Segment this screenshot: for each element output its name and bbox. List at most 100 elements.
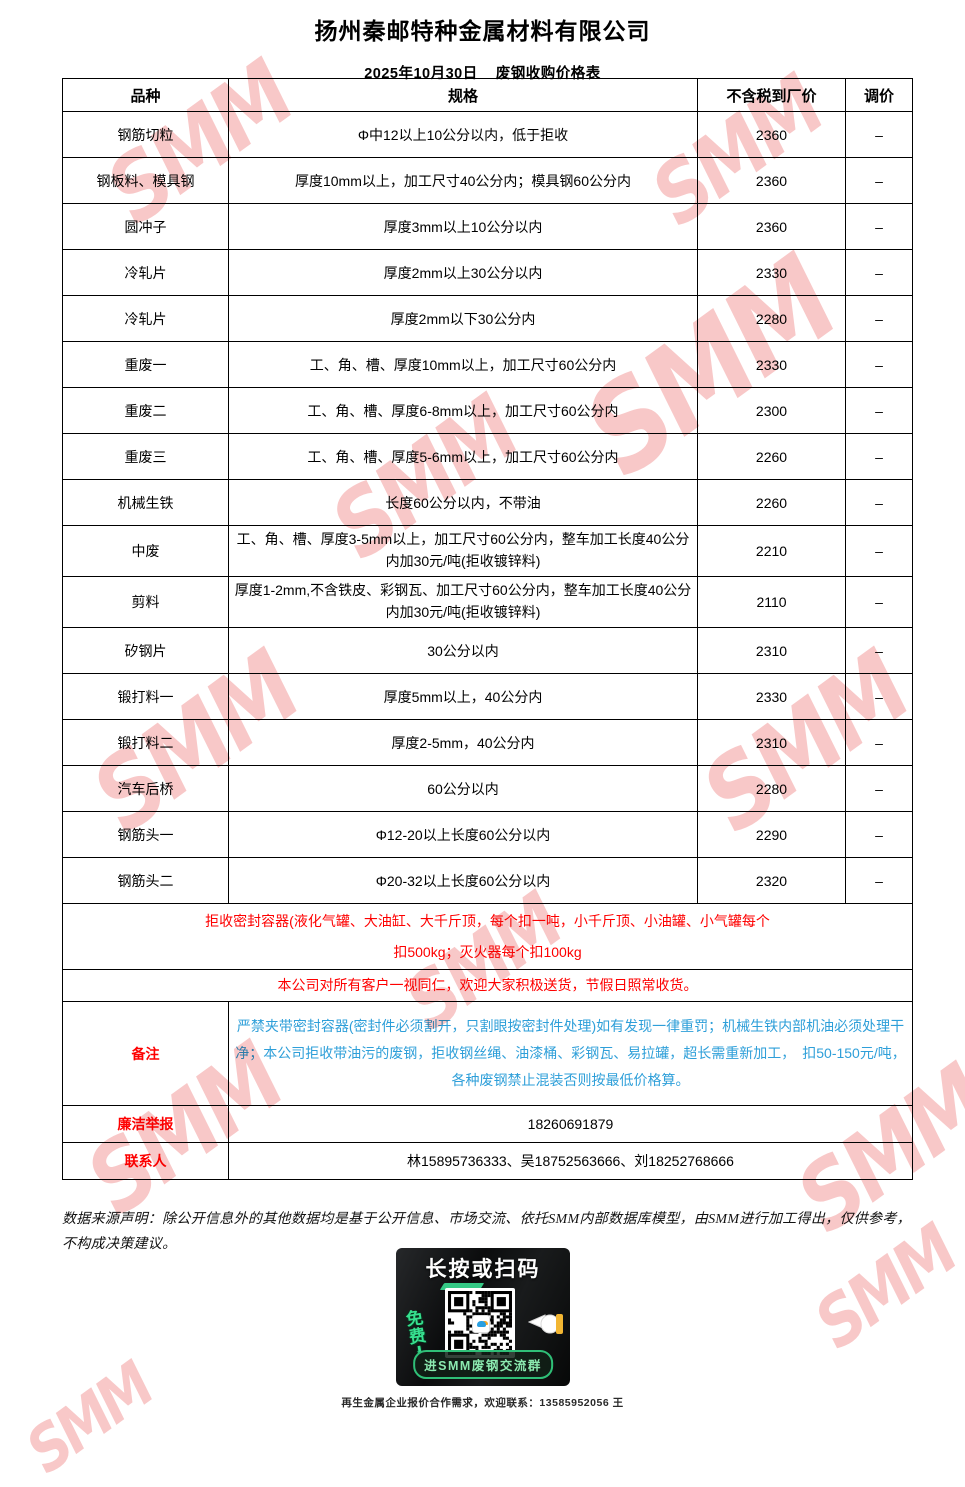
price-cell: 2310 [697, 627, 846, 674]
price-cell: 2290 [697, 811, 846, 858]
spec-cell: 厚度2mm以下30公分内 [228, 295, 698, 342]
variety-cell: 锻打料二 [62, 719, 229, 766]
reject-note-line2: 扣500kg；灭火器每个扣100kg [393, 943, 582, 960]
table-row: 圆冲子 厚度3mm以上10公分以内 2360– [62, 203, 913, 250]
adjust-cell: – [845, 857, 913, 904]
variety-cell: 钢筋头一 [62, 811, 229, 858]
table-row: 钢板料、模具钢 厚度10mm以上，加工尺寸40公分内；模具钢60公分内 2360– [62, 157, 913, 204]
table-row: 钢筋头一 Φ12-20以上长度60公分以内 2290– [62, 811, 913, 858]
spec-cell: 工、角、槽、厚度10mm以上，加工尺寸60公分内 [228, 341, 698, 388]
variety-cell: 重废三 [62, 433, 229, 480]
price-cell: 2280 [697, 765, 846, 812]
table-row: 锻打料二 厚度2-5mm，40公分内 2310– [62, 719, 913, 766]
table-row: 机械生铁 长度60公分以内，不带油 2260– [62, 479, 913, 526]
spec-cell: Φ20-32以上长度60公分以内 [228, 857, 698, 904]
spec-cell: 厚度5mm以上，40公分内 [228, 673, 698, 720]
table-row: 重废一 工、角、槽、厚度10mm以上，加工尺寸60公分内 2330– [62, 341, 913, 388]
variety-cell: 中废 [62, 525, 229, 577]
variety-cell: 重废二 [62, 387, 229, 434]
col-header-spec: 规格 [228, 78, 698, 112]
price-cell: 2210 [697, 525, 846, 577]
price-cell: 2310 [697, 719, 846, 766]
remark-row: 备注 严禁夹带密封容器(密封件必须割开，只割眼按密封件处理)如有发现一律重罚；机… [62, 1001, 913, 1106]
table-row: 锻打料一 厚度5mm以上，40公分内 2330– [62, 673, 913, 720]
col-header-adjust: 调价 [845, 78, 913, 112]
spec-cell: 长度60公分以内，不带油 [228, 479, 698, 526]
adjust-cell: – [845, 203, 913, 250]
report-phone: 18260691879 [228, 1105, 913, 1143]
table-row: 剪料 厚度1-2mm,不含铁皮、彩钢瓦、加工尺寸60公分内，整车加工长度40公分内… [62, 576, 913, 628]
reject-note: 拒收密封容器(液化气罐、大油缸、大千斤顶，每个扣一吨，小千斤顶、小油罐、小气罐每… [62, 903, 913, 970]
variety-cell: 冷轧片 [62, 249, 229, 296]
spec-cell: Φ12-20以上长度60公分以内 [228, 811, 698, 858]
adjust-cell: – [845, 387, 913, 434]
price-cell: 2260 [697, 433, 846, 480]
smm-logo-icon [472, 1315, 490, 1333]
price-cell: 2360 [697, 157, 846, 204]
spec-cell: 厚度3mm以上10公分以内 [228, 203, 698, 250]
price-cell: 2330 [697, 249, 846, 296]
reject-note-line1: 拒收密封容器(液化气罐、大油缸、大千斤顶，每个扣一吨，小千斤顶、小油罐、小气罐每… [205, 913, 770, 930]
spec-cell: Φ中12以上10公分以内，低于拒收 [228, 111, 698, 158]
contact-row: 联系人 林15895736333、吴18752563666、刘182527686… [62, 1142, 913, 1180]
adjust-cell: – [845, 433, 913, 480]
data-source-disclaimer: 数据来源声明：除公开信息外的其他数据均是基于公开信息、市场交流、依托SMM内部数… [62, 1212, 911, 1252]
price-cell: 2360 [697, 203, 846, 250]
table-row: 重废二 工、角、槽、厚度6-8mm以上，加工尺寸60公分内 2300– [62, 387, 913, 434]
table-row: 冷轧片 厚度2mm以上30公分以内 2330– [62, 249, 913, 296]
table-row: 矽钢片 30公分以内 2310– [62, 627, 913, 674]
spec-cell: 厚度1-2mm,不含铁皮、彩钢瓦、加工尺寸60公分内，整车加工长度40公分内加3… [228, 576, 698, 628]
smm-watermark: SMM [13, 1349, 165, 1487]
adjust-cell: – [845, 249, 913, 296]
table-row: 钢筋切粒 Φ中12以上10公分以内，低于拒收 2360– [62, 111, 913, 158]
adjust-cell: – [845, 811, 913, 858]
spec-cell: 工、角、槽、厚度3-5mm以上，加工尺寸60公分内，整车加工长度40公分内加30… [228, 525, 698, 577]
price-cell: 2300 [697, 387, 846, 434]
spec-cell: 厚度2mm以上30公分以内 [228, 249, 698, 296]
welcome-note-row: 本公司对所有客户一视同仁，欢迎大家积极送货，节假日照常收货。 [62, 969, 913, 1002]
remark-label: 备注 [62, 1001, 229, 1106]
banner-title: 长按或扫码 [425, 1258, 541, 1281]
adjust-cell: – [845, 719, 913, 766]
table-row: 汽车后桥 60公分以内 2280– [62, 765, 913, 812]
col-header-variety: 品种 [62, 78, 229, 112]
variety-cell: 冷轧片 [62, 295, 229, 342]
pointing-hand-icon [527, 1310, 564, 1343]
remark-content: 严禁夹带密封容器(密封件必须割开，只割眼按密封件处理)如有发现一律重罚；机械生铁… [228, 1001, 913, 1106]
adjust-cell: – [845, 627, 913, 674]
price-cell: 2260 [697, 479, 846, 526]
spec-cell: 厚度2-5mm，40公分内 [228, 719, 698, 766]
page-title: 扬州秦邮特种金属材料有限公司 [314, 18, 651, 44]
variety-cell: 重废一 [62, 341, 229, 388]
spec-cell: 30公分以内 [228, 627, 698, 674]
variety-cell: 矽钢片 [62, 627, 229, 674]
price-cell: 2360 [697, 111, 846, 158]
adjust-cell: – [845, 576, 913, 628]
adjust-cell: – [845, 765, 913, 812]
join-group-button: 进SMM废钢交流群 [413, 1350, 553, 1379]
contact-label: 联系人 [62, 1142, 229, 1180]
report-label: 廉洁举报 [62, 1105, 229, 1143]
qr-banner: 长按或扫码 ••• 免费⬇ 进SMM废钢交流群 [396, 1248, 570, 1386]
table-row: 重废三 工、角、槽、厚度5-6mm以上，加工尺寸60公分内 2260– [62, 433, 913, 480]
spec-cell: 厚度10mm以上，加工尺寸40公分内；模具钢60公分内 [228, 157, 698, 204]
price-cell: 2330 [697, 673, 846, 720]
reject-note-row: 拒收密封容器(液化气罐、大油缸、大千斤顶，每个扣一吨，小千斤顶、小油罐、小气罐每… [62, 903, 913, 970]
variety-cell: 钢板料、模具钢 [62, 157, 229, 204]
adjust-cell: – [845, 673, 913, 720]
variety-cell: 圆冲子 [62, 203, 229, 250]
cooperation-contact-line: 再生金属企业报价合作需求，欢迎联系：13585952056 王 [341, 1397, 624, 1409]
spec-cell: 工、角、槽、厚度5-6mm以上，加工尺寸60公分内 [228, 433, 698, 480]
col-header-price: 不含税到厂价 [697, 78, 846, 112]
welcome-note: 本公司对所有客户一视同仁，欢迎大家积极送货，节假日照常收货。 [62, 969, 913, 1002]
table-row: 冷轧片 厚度2mm以下30公分内 2280– [62, 295, 913, 342]
adjust-cell: – [845, 157, 913, 204]
report-row: 廉洁举报 18260691879 [62, 1105, 913, 1143]
table-header-row: 品种 规格 不含税到厂价 调价 [62, 78, 913, 112]
contact-phones: 林15895736333、吴18752563666、刘18252768666 [228, 1142, 913, 1180]
variety-cell: 钢筋头二 [62, 857, 229, 904]
variety-cell: 机械生铁 [62, 479, 229, 526]
price-table: 品种 规格 不含税到厂价 调价 钢筋切粒 Φ中12以上10公分以内，低于拒收 236… [62, 78, 913, 1180]
qr-code [445, 1288, 515, 1358]
table-row: 中废 工、角、槽、厚度3-5mm以上，加工尺寸60公分内，整车加工长度40公分内加… [62, 525, 913, 577]
